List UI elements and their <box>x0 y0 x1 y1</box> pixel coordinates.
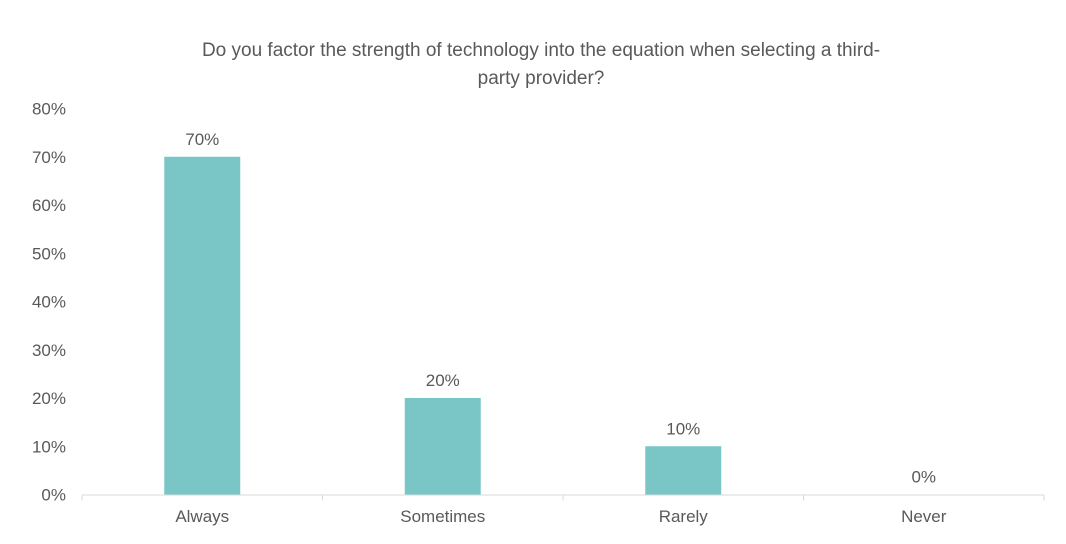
y-tick-label: 50% <box>32 244 66 263</box>
y-tick-label: 80% <box>32 100 66 119</box>
bar <box>164 156 241 495</box>
y-tick-label: 30% <box>32 341 66 360</box>
y-tick-label: 10% <box>32 437 66 456</box>
chart-title-line-1: Do you factor the strength of technology… <box>202 40 880 61</box>
y-tick-label: 40% <box>32 293 66 312</box>
bars: 70% 20% 10% 0% <box>164 130 936 495</box>
data-label: 20% <box>426 371 460 390</box>
x-tick-label: Rarely <box>659 507 709 526</box>
x-tick-label: Sometimes <box>400 507 485 526</box>
bar <box>404 398 481 495</box>
data-label: 70% <box>185 130 219 149</box>
y-axis: 0% 10% 20% 30% 40% 50% 60% 70% 80% <box>32 100 66 505</box>
chart-title-line-2: party provider? <box>478 68 605 89</box>
data-label: 10% <box>666 419 700 438</box>
bar <box>645 446 722 495</box>
x-tick-label: Always <box>175 507 229 526</box>
x-tick-label: Never <box>901 507 947 526</box>
y-tick-label: 60% <box>32 196 66 215</box>
x-axis: Always Sometimes Rarely Never <box>81 494 1045 526</box>
data-label: 0% <box>911 468 936 487</box>
y-tick-label: 20% <box>32 389 66 408</box>
y-tick-label: 0% <box>41 486 66 505</box>
y-tick-label: 70% <box>32 148 66 167</box>
